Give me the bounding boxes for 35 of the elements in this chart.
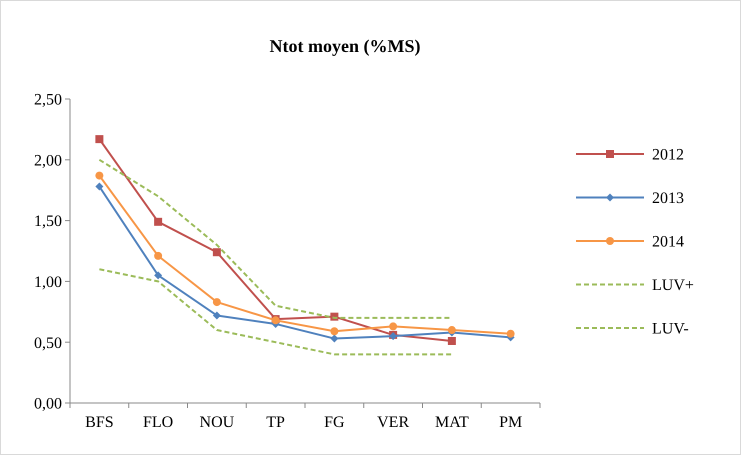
y-tick-label: 2,50 [34,92,62,109]
y-tick-label: 2,00 [34,152,62,170]
point [95,182,104,191]
point [506,330,515,338]
point [212,311,221,320]
legend-label: LUV- [652,320,689,338]
legend-label: LUV+ [652,277,694,294]
point [389,322,398,330]
line-series [98,268,453,356]
x-tick-label: FG [324,414,346,431]
point [95,172,104,180]
x-tick-label: MAT [434,414,469,431]
x-tick-label: NOU [200,414,235,431]
point [330,334,338,343]
point [154,271,162,280]
point [154,218,162,226]
x-tick-label: TP [266,414,286,431]
legend-label: 2012 [652,146,684,164]
x-tick-label: VER [377,414,410,431]
point [212,248,221,256]
y-tick-label: 1,50 [34,213,62,230]
y-tick-label: 0,50 [34,334,62,352]
point [448,336,456,345]
point [154,252,162,260]
legend-label: 2013 [652,190,684,208]
x-tick-label: FLO [143,414,174,431]
chart-title: Ntot moyen (%MS) [270,36,420,56]
x-tick-label: PM [499,414,522,431]
y-tick-label: 0,00 [34,396,62,413]
point [212,298,221,306]
y-tick-label: 1,00 [34,274,62,291]
legend-label: 2014 [652,234,684,251]
point [330,327,338,336]
point [95,135,104,144]
x-tick-label: BFS [85,414,114,431]
